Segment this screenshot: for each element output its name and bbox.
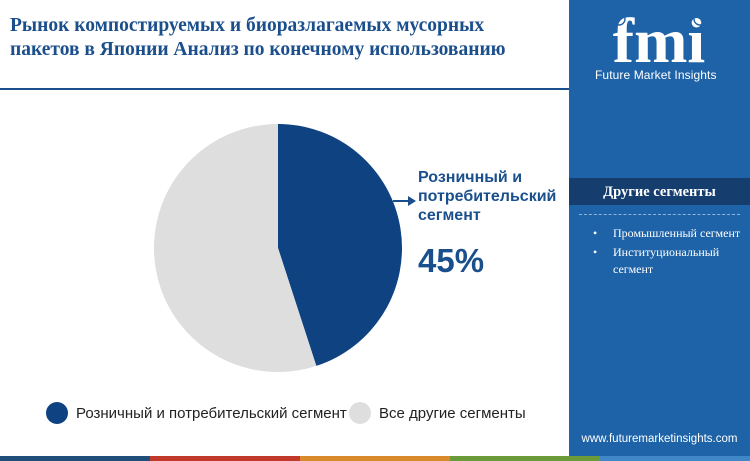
- bottom-bar-segment: [600, 456, 750, 461]
- pie-slice-retail: [278, 124, 402, 366]
- panel-divider: [579, 214, 740, 215]
- bullet-icon: •: [593, 226, 598, 240]
- list-item: • Институциональный сегмент: [593, 245, 720, 276]
- pie-slice-other: [153, 124, 317, 372]
- callout-arrow: [393, 196, 416, 206]
- legend-label-retail: Розничный и потребительский сегмент: [76, 404, 347, 422]
- logo-wordmark: fmi: [613, 5, 705, 76]
- bottom-bar-segment: [150, 456, 300, 461]
- segment-list: • Промышленный сегмент • Институциональный…: [589, 225, 749, 280]
- page-title: Рынок компостируемых и биоразлагаемых му…: [10, 15, 506, 60]
- fmi-logo: fmi: [612, 5, 707, 76]
- bottom-bar-segment: [0, 456, 150, 461]
- legend-item-retail: Розничный и потребительский сегмент: [46, 402, 347, 424]
- title-divider: [0, 88, 569, 90]
- legend-swatch-other: [349, 402, 371, 424]
- website-link[interactable]: www.futuremarketinsights.com: [581, 433, 738, 445]
- pie-chart: [153, 124, 416, 372]
- bottom-bar-segment: [300, 456, 450, 461]
- legend-item-other: Все другие сегменты: [349, 402, 526, 424]
- brand-name: Future Market Insights: [595, 68, 717, 82]
- callout-value: 45%: [418, 242, 485, 279]
- panel-heading: Другие сегменты: [603, 184, 716, 200]
- callout-label: Розничный и потребительский сегмент: [418, 169, 557, 224]
- list-item: • Промышленный сегмент: [593, 226, 741, 240]
- panel-heading-band: [569, 178, 750, 205]
- right-panel: fmi Future Market Insights Другие сегмен…: [569, 0, 750, 461]
- bottom-bar-segment: [450, 456, 600, 461]
- bullet-icon: •: [593, 245, 598, 259]
- legend-swatch-retail: [46, 402, 68, 424]
- legend-label-other: Все другие сегменты: [379, 404, 526, 422]
- globe-icons: [612, 12, 707, 26]
